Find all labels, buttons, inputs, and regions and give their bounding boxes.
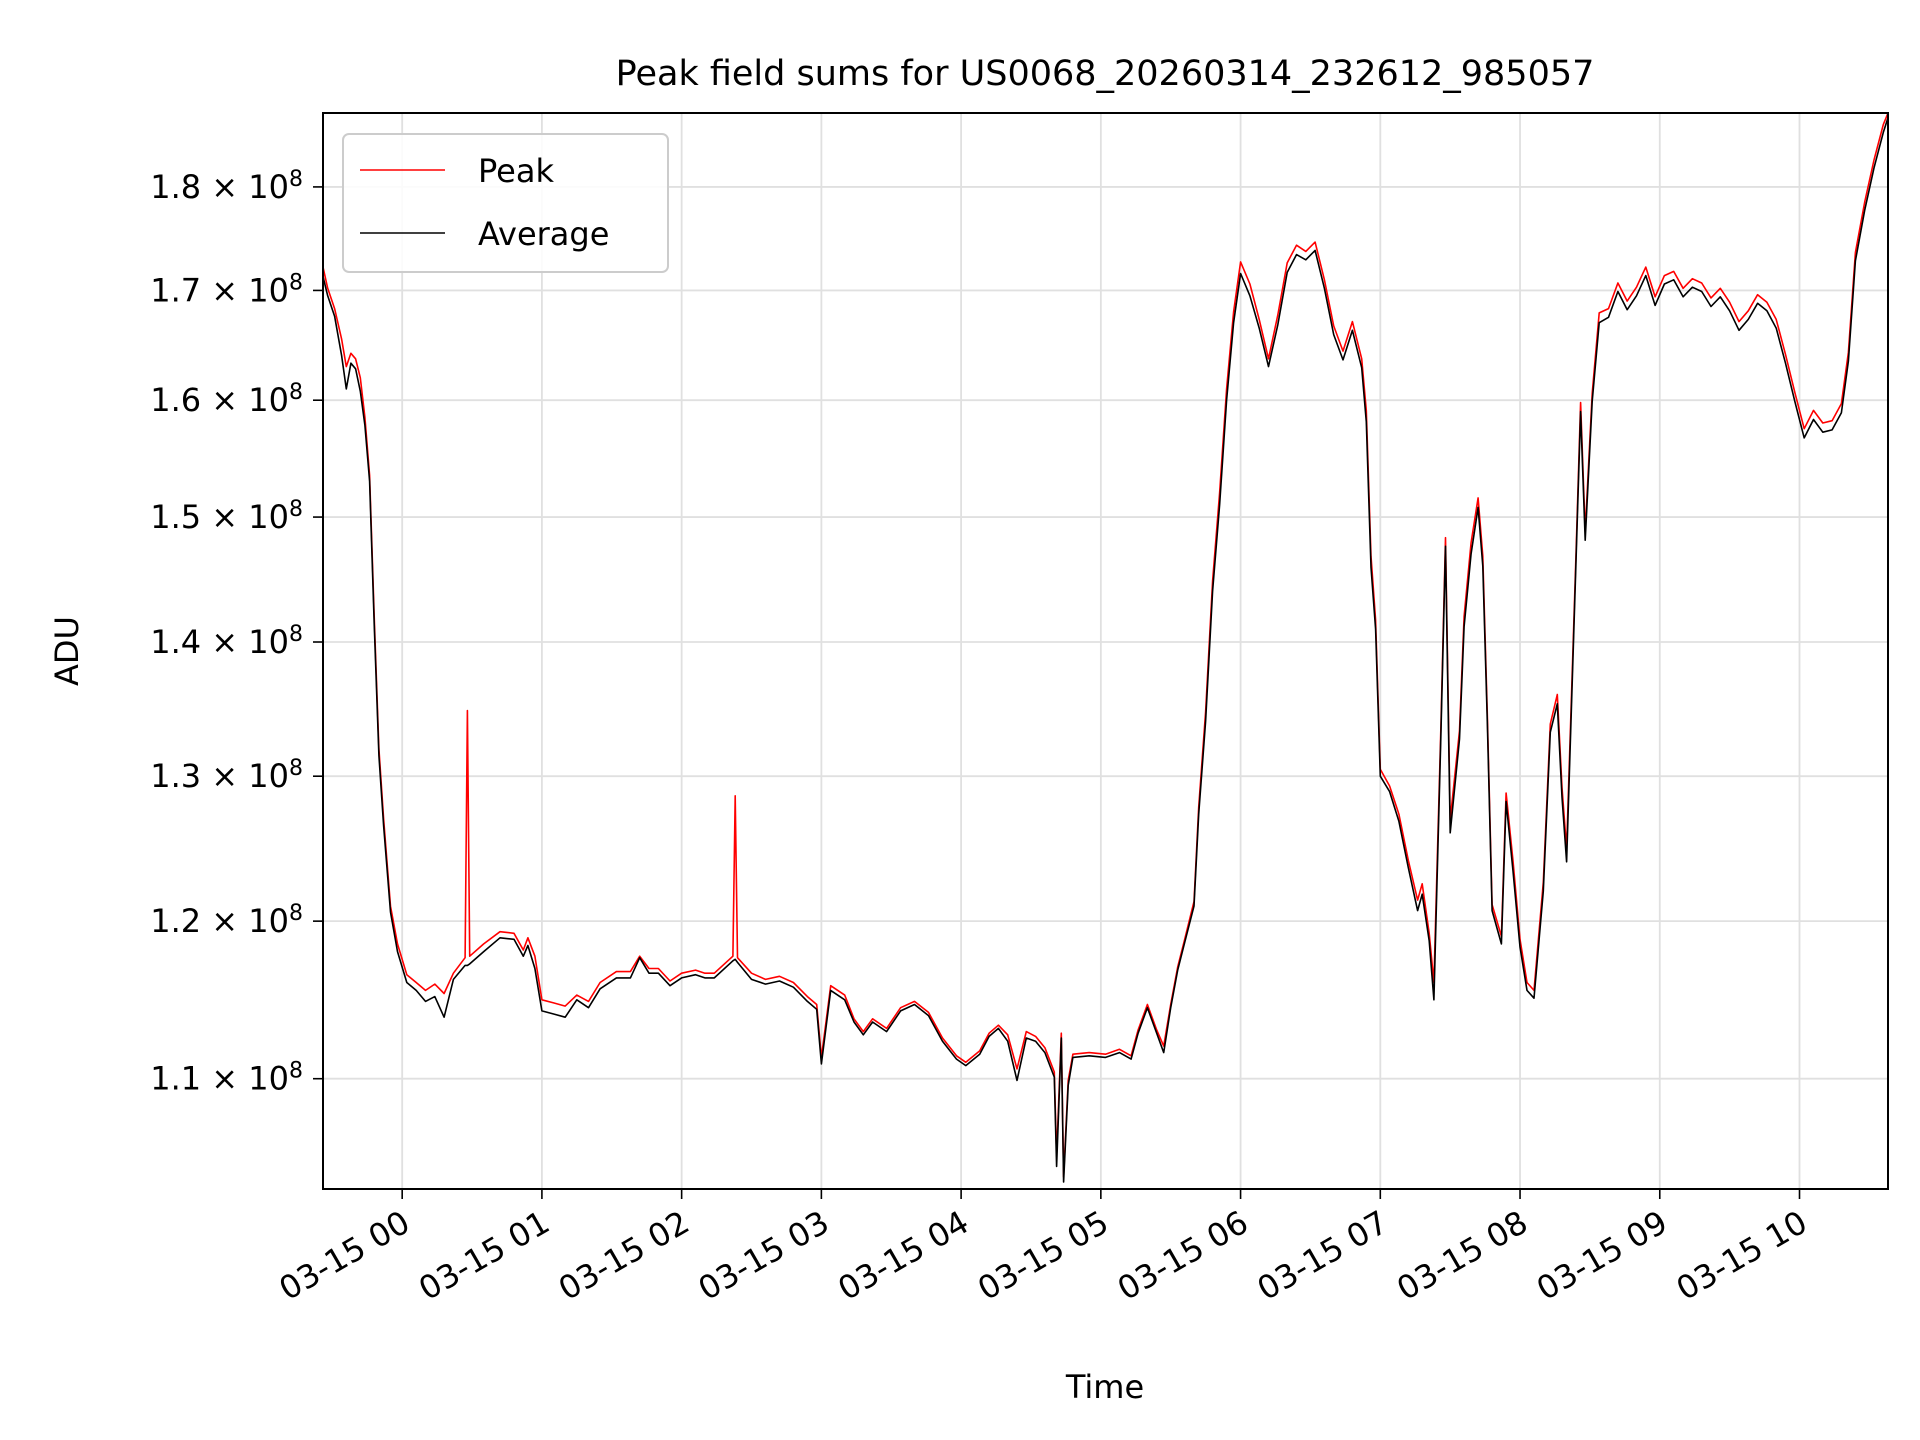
y-tick-label: 1.2 × 108 (150, 901, 303, 941)
y-tick-label: 1.4 × 108 (150, 622, 303, 662)
legend-box (342, 133, 669, 273)
y-tick-label: 1.1 × 108 (150, 1058, 303, 1098)
legend-label-peak: Peak (478, 152, 554, 190)
y-axis-label: ADU (48, 616, 86, 686)
series-line-average (322, 117, 1889, 1183)
y-tick-label: 1.7 × 108 (150, 270, 303, 310)
y-axis: 1.1 × 108 1.2 × 108 1.3 × 108 1.4 × 108 1.5 … (150, 166, 323, 1098)
series-lines (322, 112, 1889, 1183)
legend: Peak Average (342, 133, 669, 273)
grid (323, 113, 1888, 1189)
x-axis-label: Time (1065, 1368, 1144, 1406)
plot-frame (322, 112, 1889, 1190)
y-tick-label: 1.3 × 108 (150, 756, 303, 796)
y-tick-label: 1.8 × 108 (150, 166, 303, 206)
chart-title: Peak field sums for US0068_20260314_2326… (616, 54, 1595, 94)
y-tick-label: 1.5 × 108 (150, 497, 303, 537)
legend-label-average: Average (478, 215, 609, 253)
y-tick-label: 1.6 × 108 (150, 380, 303, 420)
